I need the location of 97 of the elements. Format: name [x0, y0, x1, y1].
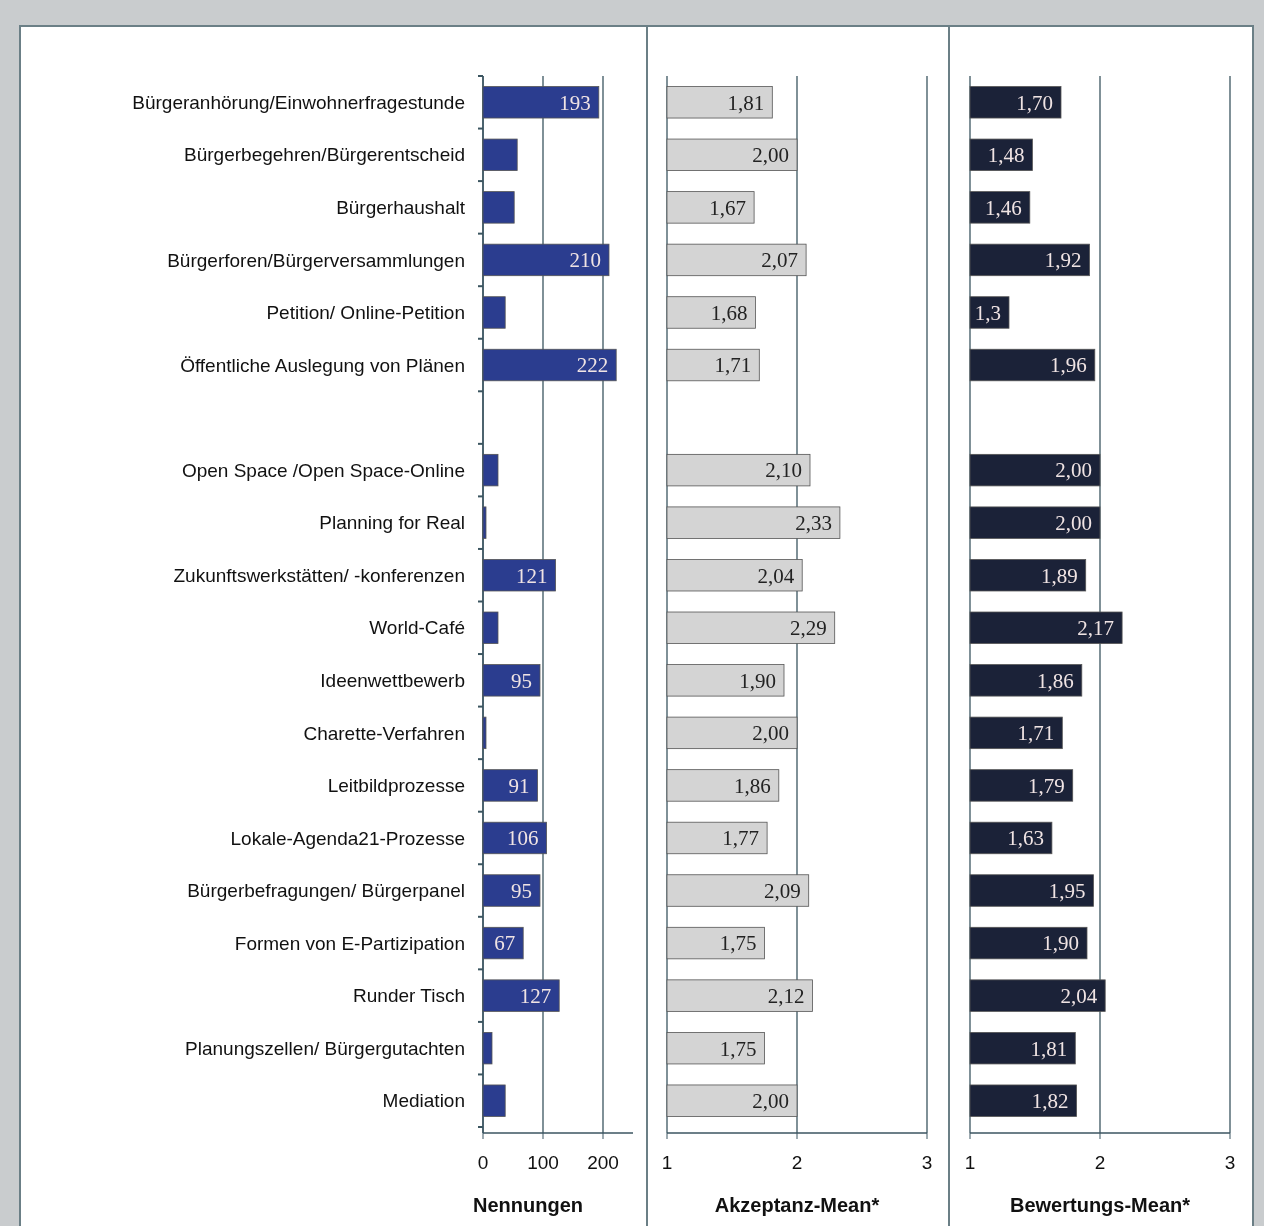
data-label: 2,00 [1055, 511, 1092, 536]
data-label: 1,71 [1017, 721, 1055, 746]
data-label: 1,79 [1027, 773, 1065, 798]
data-label: 1,90 [1042, 931, 1079, 956]
data-label: 193 [559, 90, 591, 115]
bar [482, 611, 499, 644]
x-tick-label: 3 [1224, 1152, 1236, 1173]
bar [482, 506, 487, 539]
x-tick-label: 1 [964, 1152, 976, 1173]
data-label: 2,12 [767, 983, 805, 1008]
data-label: 1,92 [1044, 248, 1082, 273]
data-label: 1,70 [1016, 90, 1053, 115]
bar [482, 138, 518, 171]
data-label: 222 [576, 353, 609, 378]
bar [482, 243, 610, 277]
y-tick-label: Lokale-Agenda21-Prozesse [230, 827, 465, 849]
y-tick-label: Bürgerhaushalt [336, 197, 466, 219]
data-label: 95 [511, 668, 532, 693]
bar [482, 1032, 493, 1065]
bar [482, 191, 515, 224]
data-label: 2,07 [761, 248, 799, 273]
bar [482, 979, 560, 1012]
x-tick-label: 1 [661, 1152, 673, 1173]
data-label: 1,89 [1040, 563, 1078, 588]
y-tick-label: Charette-Verfahren [303, 722, 465, 744]
y-tick-label: Leitbildprozesse [327, 775, 465, 797]
x-axis-title: Nennungen [473, 1194, 583, 1216]
y-tick-label: Open Space /Open Space-Online [181, 459, 465, 481]
x-tick-label: 2 [1094, 1152, 1106, 1173]
y-tick-label: Planning for Real [319, 512, 465, 534]
data-label: 127 [519, 983, 552, 1008]
bar [482, 453, 499, 487]
data-label: 1,86 [734, 773, 771, 798]
x-tick-label: 200 [587, 1152, 619, 1173]
data-label: 2,09 [763, 878, 801, 903]
data-label: 1,68 [710, 300, 748, 325]
data-label: 1,63 [1007, 826, 1044, 851]
bar [482, 1084, 506, 1117]
y-tick-label: Bürgerbegehren/Bürgerentscheid [184, 144, 465, 166]
y-tick-label: Bürgerforen/Bürgerversammlungen [167, 249, 465, 271]
data-label: 1,81 [727, 90, 765, 115]
x-axis-title: Bewertungs-Mean* [1009, 1194, 1191, 1216]
data-label: 2,00 [1055, 458, 1092, 483]
data-label: 1,71 [714, 353, 752, 378]
bar [482, 769, 538, 802]
data-label: 1,77 [722, 826, 760, 851]
y-tick-label: Formen von E-Partizipation [234, 932, 465, 954]
y-tick-label: Ideenwettbewerb [320, 669, 465, 691]
data-label: 2,04 [757, 563, 795, 588]
y-tick-label: Planungszellen/ Bürgergutachten [185, 1037, 465, 1059]
data-label: 121 [516, 563, 548, 588]
y-tick-label: Petition/ Online-Petition [266, 302, 465, 324]
y-tick-label: Bürgerbefragungen/ Bürgerpanel [187, 880, 465, 902]
data-label: 2,17 [1077, 616, 1115, 641]
data-label: 1,95 [1048, 878, 1086, 903]
data-label: 2,00 [752, 143, 789, 168]
bar [482, 874, 541, 907]
data-label: 1,82 [1031, 1089, 1069, 1114]
y-tick-label: Mediation [382, 1090, 465, 1112]
data-label: 2,33 [795, 511, 832, 536]
data-label: 1,81 [1030, 1036, 1068, 1061]
data-label: 1,86 [1037, 668, 1074, 693]
y-tick-label: Runder Tisch [353, 985, 465, 1007]
y-tick-label: Öffentliche Auslegung von Plänen [180, 354, 465, 376]
bar [482, 348, 617, 382]
data-label: 1,46 [985, 195, 1022, 220]
data-label: 1,75 [719, 931, 757, 956]
data-label: 2,04 [1060, 983, 1098, 1008]
data-label: 1,48 [987, 143, 1025, 168]
data-label: 1,75 [719, 1036, 757, 1061]
y-tick-label: World-Café [369, 617, 465, 639]
bar [482, 296, 506, 329]
x-tick-label: 100 [527, 1152, 559, 1173]
bar [482, 664, 541, 697]
bar [482, 559, 556, 592]
data-label: 210 [569, 248, 601, 273]
data-label: 2,00 [752, 721, 789, 746]
x-tick-label: 2 [791, 1152, 803, 1173]
data-label: 106 [507, 826, 539, 851]
data-label: 91 [508, 773, 530, 798]
bar [482, 926, 524, 960]
data-label: 1,90 [739, 668, 776, 693]
data-label: 1,67 [709, 195, 747, 220]
bar [482, 86, 600, 119]
data-label: 1,96 [1050, 353, 1087, 378]
data-label: 2,29 [789, 616, 827, 641]
bar [482, 716, 487, 750]
x-axis-title: Akzeptanz-Mean* [714, 1194, 880, 1216]
y-tick-label: Zukunftswerkstätten/ -konferenzen [173, 564, 465, 586]
data-label: 95 [511, 878, 532, 903]
data-label: 1,3 [974, 300, 1001, 325]
data-label: 67 [494, 931, 516, 956]
data-label: 2,00 [752, 1089, 789, 1114]
x-tick-label: 0 [477, 1152, 489, 1173]
y-tick-label: Bürgeranhörung/Einwohnerfragestunde [132, 91, 465, 113]
x-tick-label: 3 [921, 1152, 933, 1173]
data-label: 2,10 [765, 458, 802, 483]
